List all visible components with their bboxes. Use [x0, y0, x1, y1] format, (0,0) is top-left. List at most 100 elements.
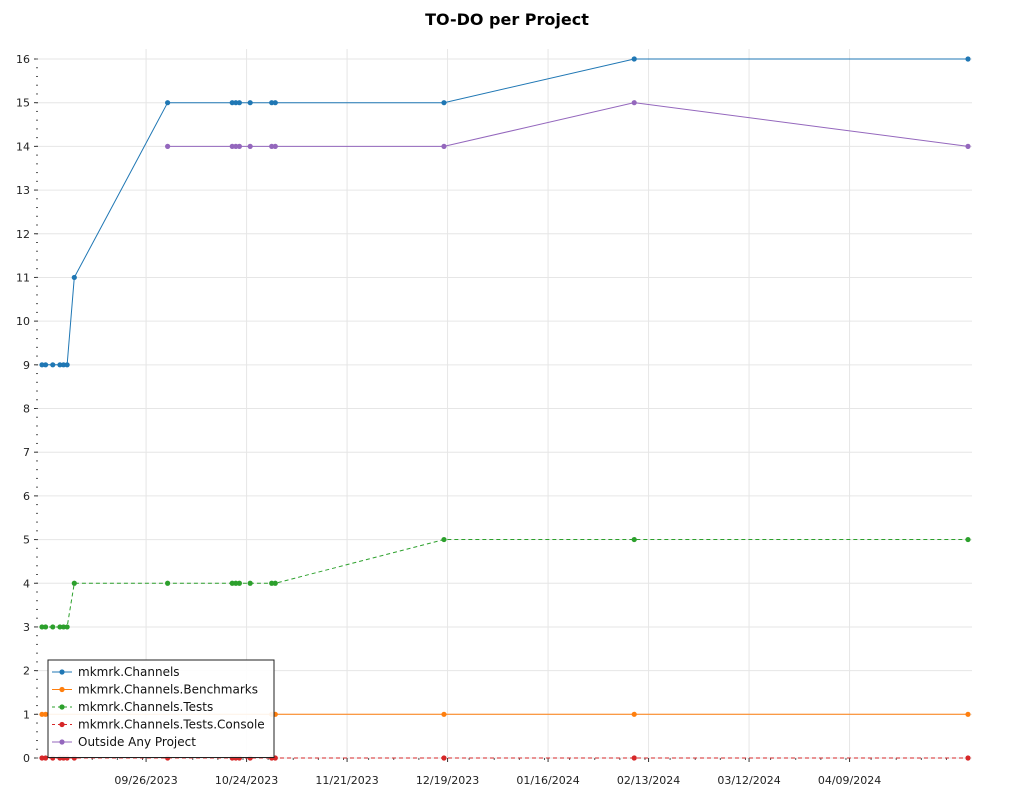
series-4: [165, 100, 971, 149]
data-point: [631, 755, 637, 761]
data-point: [233, 580, 239, 586]
data-point: [42, 711, 49, 717]
data-point: [64, 362, 70, 368]
data-point: [57, 362, 63, 368]
x-tick-label: 12/19/2023: [416, 774, 479, 787]
legend-swatch-marker: [59, 686, 65, 693]
data-point: [441, 711, 447, 717]
legend-label: mkmrk.Channels.Benchmarks: [78, 683, 258, 697]
data-point: [39, 624, 45, 630]
series-1: [39, 711, 971, 717]
data-point: [233, 143, 239, 149]
data-point: [50, 624, 56, 630]
series-0: [39, 56, 971, 368]
data-point: [229, 100, 235, 106]
x-tick-label: 10/24/2023: [215, 774, 278, 787]
x-tick-label: 09/26/2023: [114, 774, 177, 787]
y-tick-label: 14: [16, 140, 30, 153]
data-point: [631, 56, 637, 62]
data-point: [57, 624, 63, 630]
y-tick-label: 2: [23, 665, 30, 678]
data-point: [272, 100, 278, 106]
data-point: [441, 536, 447, 543]
data-point: [39, 362, 45, 368]
data-point: [247, 580, 253, 586]
y-tick-label: 11: [16, 271, 30, 284]
data-point: [165, 143, 171, 149]
data-point: [71, 274, 77, 281]
y-tick-label: 16: [16, 53, 30, 66]
x-tick-label: 11/21/2023: [315, 774, 378, 787]
data-point: [631, 711, 637, 717]
x-tick-label: 01/16/2024: [516, 774, 579, 787]
data-point: [247, 143, 253, 149]
data-point: [71, 580, 77, 586]
y-tick-label: 4: [23, 577, 30, 590]
legend-swatch-marker: [59, 739, 65, 745]
data-point: [50, 362, 56, 368]
y-tick-label: 5: [23, 534, 30, 547]
data-point: [272, 580, 278, 586]
data-point: [631, 100, 637, 106]
data-point: [42, 362, 49, 368]
data-point: [965, 56, 971, 62]
data-point: [229, 580, 235, 586]
data-point: [247, 100, 253, 106]
data-point: [64, 624, 70, 630]
y-tick-label: 6: [23, 490, 30, 503]
data-point: [165, 100, 171, 106]
legend-swatch-marker: [59, 669, 65, 675]
y-tick-label: 13: [16, 184, 30, 197]
legend-label: mkmrk.Channels.Tests.Console: [78, 718, 265, 732]
data-point: [233, 100, 239, 106]
data-point: [272, 143, 278, 149]
y-tick-label: 10: [16, 315, 30, 328]
data-point: [965, 711, 971, 717]
data-point: [631, 536, 637, 543]
legend-label: Outside Any Project: [78, 735, 196, 749]
data-point: [60, 624, 67, 630]
data-point: [236, 100, 243, 106]
series-line: [42, 58, 968, 366]
data-point: [60, 362, 67, 368]
legend-label: mkmrk.Channels.Tests: [78, 700, 213, 714]
x-tick-label: 04/09/2024: [818, 774, 881, 787]
data-point: [269, 580, 275, 586]
y-tick-label: 1: [23, 708, 30, 721]
y-tick-label: 7: [23, 446, 30, 459]
legend-swatch-marker: [59, 721, 65, 728]
legend-box: [47, 659, 275, 758]
data-point: [269, 143, 275, 149]
legend-swatch-marker: [59, 704, 65, 710]
series-2: [39, 536, 971, 630]
data-point: [236, 143, 243, 149]
data-point: [441, 755, 447, 761]
grid-lines: [38, 49, 972, 759]
data-point: [42, 755, 49, 761]
data-point: [965, 755, 971, 761]
data-point: [39, 755, 45, 761]
x-tick-label: 03/12/2024: [717, 774, 780, 787]
series-group: [39, 56, 971, 761]
chart-title: TO-DO per Project: [425, 10, 589, 29]
y-tick-label: 9: [23, 359, 30, 372]
y-tick-label: 0: [23, 752, 30, 765]
y-tick-label: 12: [16, 228, 30, 241]
data-point: [441, 143, 447, 149]
data-point: [42, 624, 49, 630]
x-tick-label: 02/13/2024: [617, 774, 680, 787]
data-point: [39, 711, 45, 717]
data-point: [965, 143, 971, 149]
data-point: [269, 100, 275, 106]
legend-label: mkmrk.Channels: [78, 665, 180, 679]
data-point: [965, 536, 971, 543]
legend: mkmrk.Channels mkmrk.Channels.Benchmarks m…: [47, 659, 275, 758]
y-tick-label: 8: [23, 403, 30, 416]
data-point: [229, 143, 235, 149]
data-point: [236, 580, 243, 586]
data-point: [165, 580, 171, 586]
series-line: [167, 102, 969, 147]
y-tick-label: 15: [16, 97, 30, 110]
